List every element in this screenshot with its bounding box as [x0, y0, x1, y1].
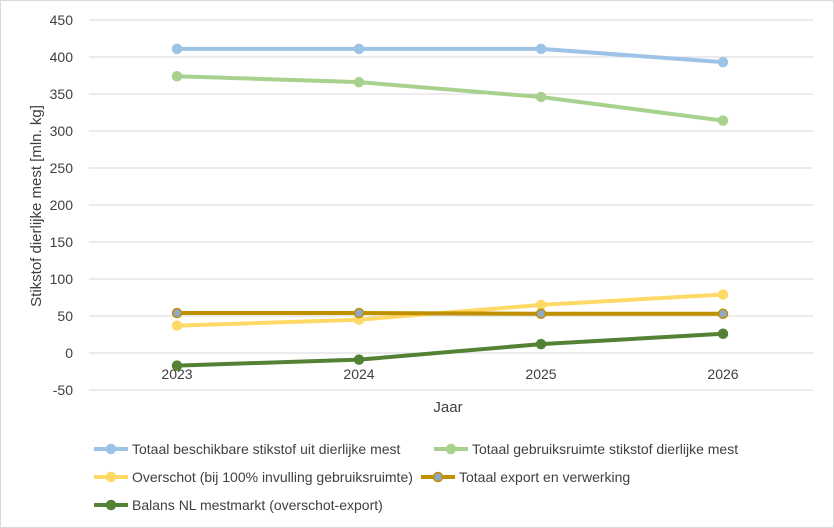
- y-tick-label: 450: [50, 12, 74, 28]
- series-5: [171, 328, 729, 371]
- data-point: [353, 76, 365, 88]
- series-line: [175, 331, 725, 368]
- series-4: [171, 307, 729, 320]
- legend-swatch-marker: [105, 471, 117, 483]
- y-tick-label: -50: [53, 382, 73, 398]
- data-point: [717, 289, 729, 300]
- y-tick-label: 150: [50, 234, 74, 250]
- gridlines: [89, 19, 813, 391]
- legend-item: Totaal gebruiksruimte stikstof dierlijke…: [434, 441, 738, 457]
- y-axis-ticks: 450 400 350 300 250 200 150 100 50 0 -50: [50, 12, 74, 398]
- legend-label: Balans NL mestmarkt (overschot-export): [132, 497, 383, 513]
- y-axis-title: Stikstof dierlijke mest [mln. kg]: [28, 105, 45, 307]
- data-point: [535, 338, 547, 350]
- data-point: [717, 328, 729, 340]
- y-tick-label: 400: [50, 49, 74, 65]
- legend-swatch-marker: [105, 443, 117, 455]
- series-line: [175, 46, 725, 65]
- legend-label: Overschot (bij 100% invulling gebruiksru…: [132, 469, 413, 485]
- legend-item: Overschot (bij 100% invulling gebruiksru…: [94, 469, 413, 485]
- data-point: [535, 299, 547, 311]
- y-tick-label: 250: [50, 160, 74, 176]
- legend-item: Totaal export en verwerking: [421, 469, 630, 485]
- legend-item: Balans NL mestmarkt (overschot-export): [94, 497, 383, 513]
- y-tick-label: 200: [50, 197, 74, 213]
- series-line: [175, 311, 725, 316]
- series-2: [171, 70, 729, 126]
- legend-label: Totaal export en verwerking: [459, 469, 630, 485]
- legend-item: Totaal beschikbare stikstof uit dierlijk…: [94, 441, 401, 457]
- data-point: [353, 307, 365, 319]
- legend-label: Totaal gebruiksruimte stikstof dierlijke…: [472, 441, 738, 457]
- y-tick-label: 100: [50, 271, 74, 287]
- data-point: [171, 43, 183, 55]
- legend: Totaal beschikbare stikstof uit dierlijk…: [94, 441, 738, 513]
- x-tick-label: 2026: [707, 366, 738, 382]
- x-axis-title: Jaar: [433, 399, 462, 416]
- x-axis-ticks: 2023 2024 2025 2026: [161, 366, 738, 382]
- data-point: [171, 320, 183, 331]
- x-tick-label: 2023: [161, 366, 192, 382]
- data-point: [535, 43, 547, 55]
- series-lines: [171, 43, 729, 371]
- data-point: [717, 308, 729, 320]
- legend-swatch-marker: [432, 471, 444, 483]
- data-point: [717, 56, 729, 68]
- data-point: [717, 115, 729, 126]
- data-point: [171, 360, 183, 371]
- y-tick-label: 50: [57, 308, 73, 324]
- data-point: [353, 43, 365, 55]
- legend-swatch-marker: [445, 443, 457, 455]
- data-point: [535, 308, 547, 320]
- legend-swatch-marker: [105, 499, 117, 511]
- y-tick-label: 350: [50, 86, 74, 102]
- x-tick-label: 2024: [343, 366, 374, 382]
- data-point: [535, 91, 547, 103]
- series-line: [175, 292, 725, 328]
- y-tick-label: 0: [65, 345, 73, 361]
- y-tick-label: 300: [50, 123, 74, 139]
- series-1: [171, 43, 729, 68]
- x-tick-label: 2025: [525, 366, 556, 382]
- series-line: [175, 74, 725, 123]
- data-point: [171, 70, 183, 82]
- data-point: [171, 307, 183, 319]
- series-3: [171, 289, 729, 331]
- legend-label: Totaal beschikbare stikstof uit dierlijk…: [132, 441, 401, 457]
- data-point: [353, 354, 365, 365]
